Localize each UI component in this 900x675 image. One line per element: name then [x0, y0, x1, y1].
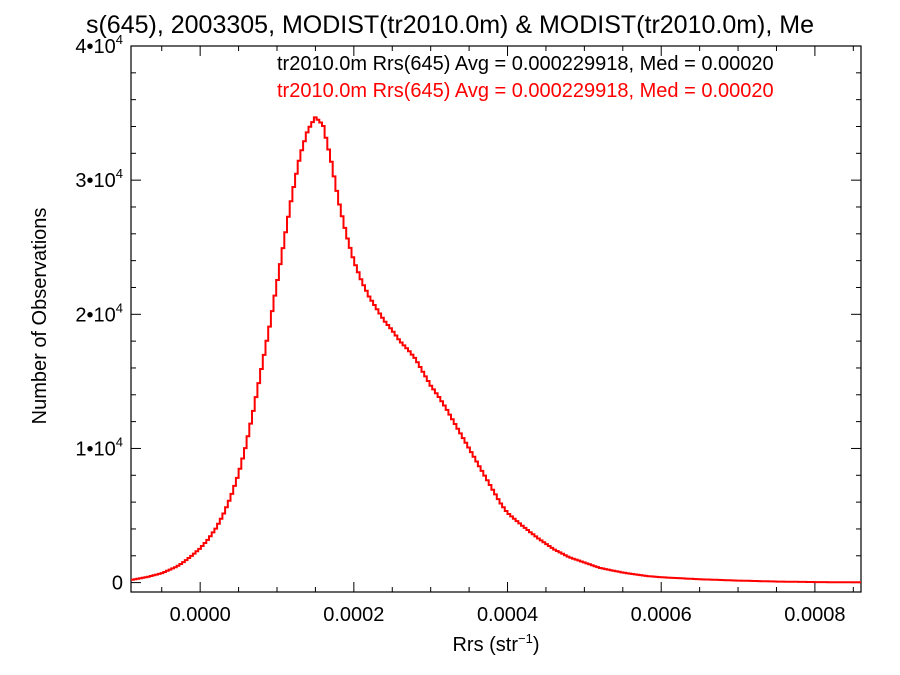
x-axis-label: Rrs (str−1) — [452, 631, 539, 656]
plot-frame — [130, 45, 862, 593]
x-axis-ticks: 0.0000 0.0002 0.0004 0.0006 0.0008 — [161, 46, 854, 626]
legend-entry-red: tr2010.0m Rrs(645) Avg = 0.000229918, Me… — [277, 80, 774, 102]
y-tick-label: 1•104 — [75, 434, 123, 460]
histogram-series-line — [131, 116, 861, 584]
x-tick-label: 0.0006 — [631, 604, 692, 626]
y-axis-ticks: 0 1•104 2•104 3•104 4•104 — [75, 32, 861, 595]
y-tick-label: 2•104 — [75, 300, 123, 326]
y-tick-label: 3•104 — [75, 166, 123, 192]
x-tick-label: 0.0002 — [323, 604, 384, 626]
x-tick-label: 0.0004 — [477, 604, 538, 626]
y-tick-label: 4•104 — [75, 32, 123, 58]
legend-entry-black: tr2010.0m Rrs(645) Avg = 0.000229918, Me… — [277, 53, 774, 75]
y-axis-label: Number of Observations — [29, 208, 51, 425]
chart-title: s(645), 2003305, MODIST(tr2010.0m) & MOD… — [86, 11, 814, 39]
y-tick-label: 0 — [112, 573, 123, 595]
x-tick-label: 0.0008 — [784, 604, 845, 626]
x-tick-label: 0.0000 — [170, 604, 231, 626]
